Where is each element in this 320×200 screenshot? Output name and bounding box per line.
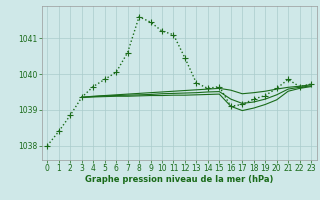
X-axis label: Graphe pression niveau de la mer (hPa): Graphe pression niveau de la mer (hPa) [85,175,273,184]
